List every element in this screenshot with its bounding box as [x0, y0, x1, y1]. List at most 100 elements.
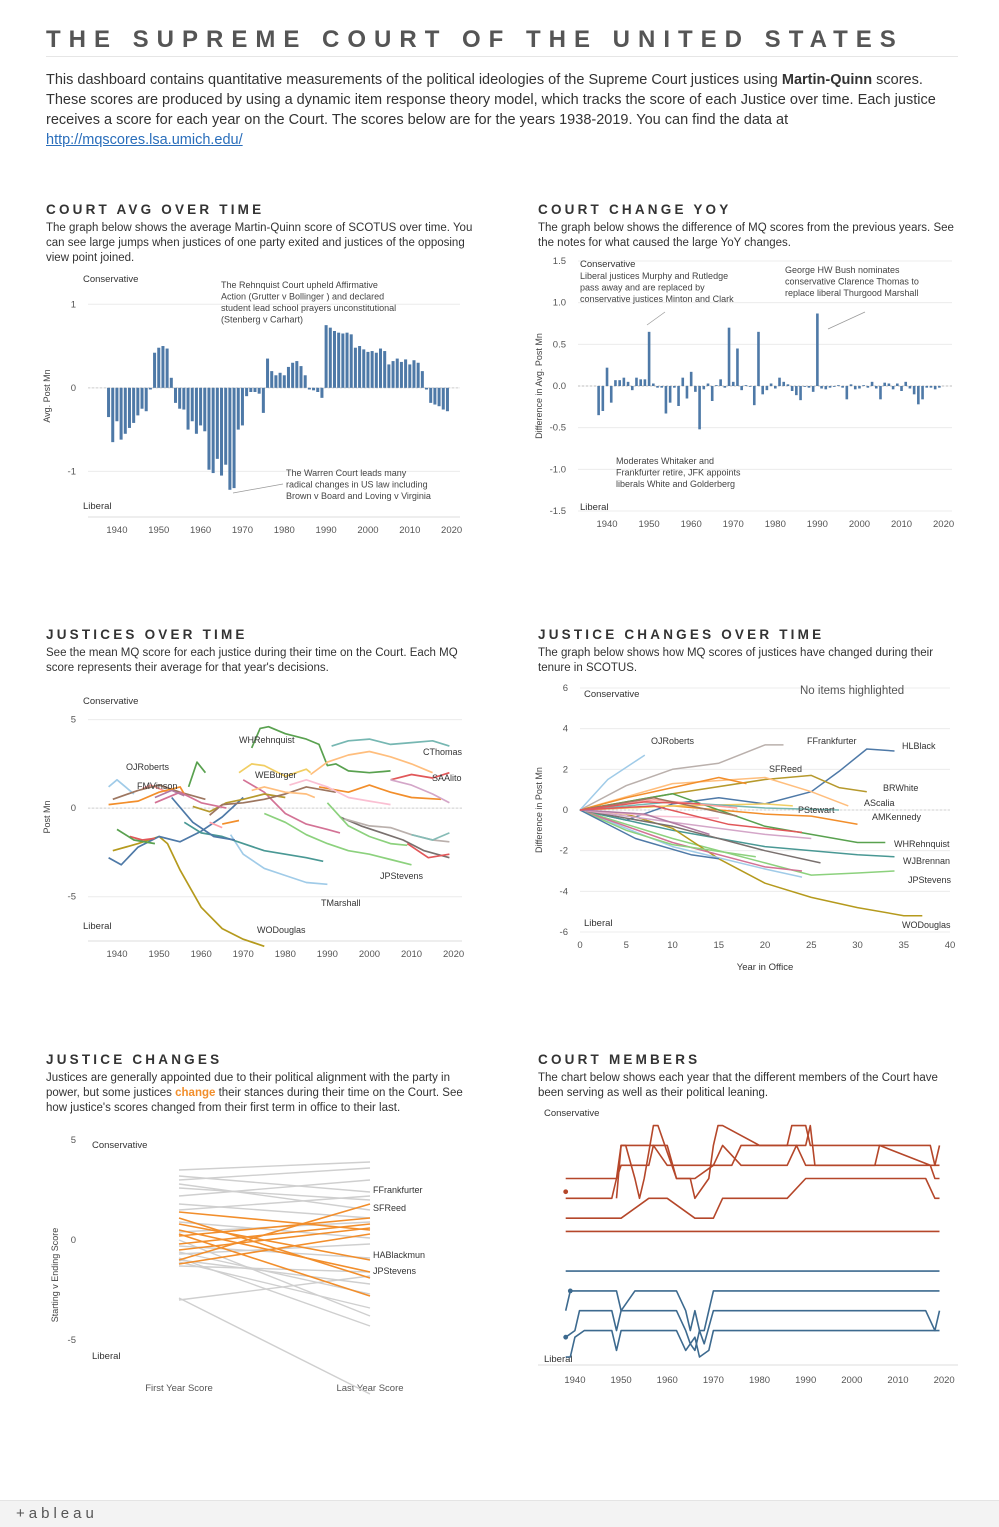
- x-tick-label: 1950: [148, 525, 169, 536]
- bar: [664, 386, 668, 414]
- series-label-ffrankfurter: FFrankfurter: [373, 1185, 423, 1195]
- member-line-liberal-9: [565, 1329, 940, 1358]
- bar: [765, 386, 769, 391]
- bar: [420, 371, 424, 388]
- justice-change-line-tcclark: [579, 797, 738, 817]
- bar: [744, 385, 748, 386]
- bar: [286, 366, 290, 388]
- conservative-label: Conservative: [83, 274, 138, 285]
- justice-change-line-cthomas: [579, 801, 840, 811]
- x-tick-label: 1940: [106, 949, 127, 960]
- bar: [790, 386, 794, 391]
- x-tick-label: 2010: [887, 1375, 908, 1386]
- slope-line-gray: [178, 1183, 371, 1211]
- series-label-jpstevens: JPStevens: [373, 1266, 417, 1276]
- bar: [891, 386, 895, 390]
- x-tick-label: 2020: [933, 519, 954, 530]
- bar: [378, 348, 383, 388]
- justice-changes-slope-chart[interactable]: 5 0 -5 Starting v Ending Score Conservative L…: [40, 1130, 470, 1400]
- bar: [136, 387, 140, 416]
- court-avg-bar-chart[interactable]: 1 0 -1 1940 1950 1960 1970 1980 1990 2000 2010 2020…: [40, 265, 470, 545]
- y-tick-label: -1: [68, 466, 76, 477]
- x-tick-label: 1960: [190, 525, 211, 536]
- justice-line-ewarren: [171, 796, 235, 841]
- bar: [282, 375, 286, 388]
- bar: [249, 387, 253, 392]
- y-tick-label: 0: [71, 1235, 76, 1246]
- annotation-rehnquist-line: student lead school prayers unconstituti…: [221, 303, 396, 313]
- bar: [694, 386, 697, 392]
- justice-line-jgroberts: [390, 778, 450, 804]
- x-tick-label: 1950: [639, 519, 660, 530]
- bar: [429, 387, 433, 403]
- justice-line-ffrankfurter: [112, 784, 206, 801]
- annotation-connector: [827, 311, 866, 330]
- bar: [727, 327, 731, 386]
- y-tick-label: -4: [560, 886, 568, 897]
- slope-line-gray: [178, 1259, 371, 1285]
- court-change-yoy-bar-chart[interactable]: 1.5 1.0 0.5 0.0 -0.5 -1.0 -1.5 1940 1950 1960 1970…: [530, 255, 960, 545]
- bar: [639, 379, 642, 386]
- x-tick-label: 2020: [443, 949, 464, 960]
- y-tick-label: 4: [563, 724, 568, 735]
- bar: [324, 325, 328, 388]
- x-tick-label: 1980: [749, 1375, 770, 1386]
- bar: [774, 386, 777, 389]
- y-tick-label: 5: [71, 1135, 76, 1146]
- justice-change-line-dhsouter: [579, 809, 756, 858]
- y-tick-label: -1.0: [550, 464, 566, 475]
- bar: [291, 362, 295, 388]
- bar: [299, 366, 303, 388]
- bar: [203, 387, 207, 432]
- data-source-link[interactable]: http://mqscores.lsa.umich.edu/: [46, 132, 243, 148]
- bar: [917, 386, 920, 405]
- bar: [186, 387, 190, 430]
- bar: [270, 371, 274, 388]
- slope-line-gray: [178, 1195, 371, 1211]
- bar: [811, 386, 815, 392]
- y-tick-label: 0: [71, 803, 76, 814]
- bar: [933, 386, 937, 390]
- series-label-wodouglas: WODouglas: [902, 920, 951, 930]
- bar: [358, 346, 362, 388]
- category-label-last: Last Year Score: [336, 1383, 403, 1394]
- bar: [925, 386, 929, 388]
- y-tick-label: 0: [563, 805, 568, 816]
- y-tick-label: 1: [71, 299, 76, 310]
- bar: [370, 351, 374, 388]
- series-label-sfreed: SFReed: [769, 764, 802, 774]
- x-tick-label: 2010: [399, 525, 420, 536]
- bar: [328, 327, 332, 388]
- bar: [307, 387, 311, 390]
- x-tick-label: 1950: [149, 949, 170, 960]
- bar: [190, 387, 194, 422]
- series-label-cthomas: CThomas: [423, 747, 463, 757]
- series-label-ffrankfurter: FFrankfurter: [807, 736, 857, 746]
- justice-line-hlblack: [108, 796, 244, 866]
- bar: [853, 386, 857, 390]
- y-axis-label: Difference in Avg. Post Mn: [534, 333, 544, 439]
- justice-line-fmurphy: [116, 828, 156, 845]
- tableau-logo[interactable]: +ableau: [16, 1505, 98, 1522]
- bar: [685, 386, 689, 399]
- justices-over-time-line-chart[interactable]: 5 0 -5 1940 1950 1960 1970 1980 1990 2000 2010 2020…: [40, 685, 470, 965]
- annotation-warren-line: radical changes in US law including: [286, 480, 428, 490]
- x-tick-label: 35: [898, 940, 909, 951]
- series-label-wodouglas: WODouglas: [257, 925, 306, 935]
- bar: [837, 385, 840, 386]
- justice-line-ekagan: [411, 832, 450, 841]
- y-axis-label: Post Mn: [42, 800, 52, 833]
- justice-line-ojroberts: [108, 778, 135, 795]
- court-members-chart[interactable]: 1940 1950 1960 1970 1980 1990 2000 2010 2020 Cons…: [530, 1105, 960, 1395]
- series-label-fmvinson: FMVinson: [137, 781, 177, 791]
- annotation-warren-line: Brown v Board and Loving v Virginia: [286, 491, 431, 501]
- x-tick-label: 2010: [401, 949, 422, 960]
- slope-line-h9: [178, 1233, 371, 1265]
- series-label-sfreed: SFReed: [373, 1203, 406, 1213]
- y-tick-label: -1.5: [550, 506, 566, 517]
- bar: [199, 387, 203, 426]
- bar: [433, 387, 437, 405]
- series-label-wjbrennan: WJBrennan: [903, 856, 950, 866]
- bar: [345, 332, 349, 388]
